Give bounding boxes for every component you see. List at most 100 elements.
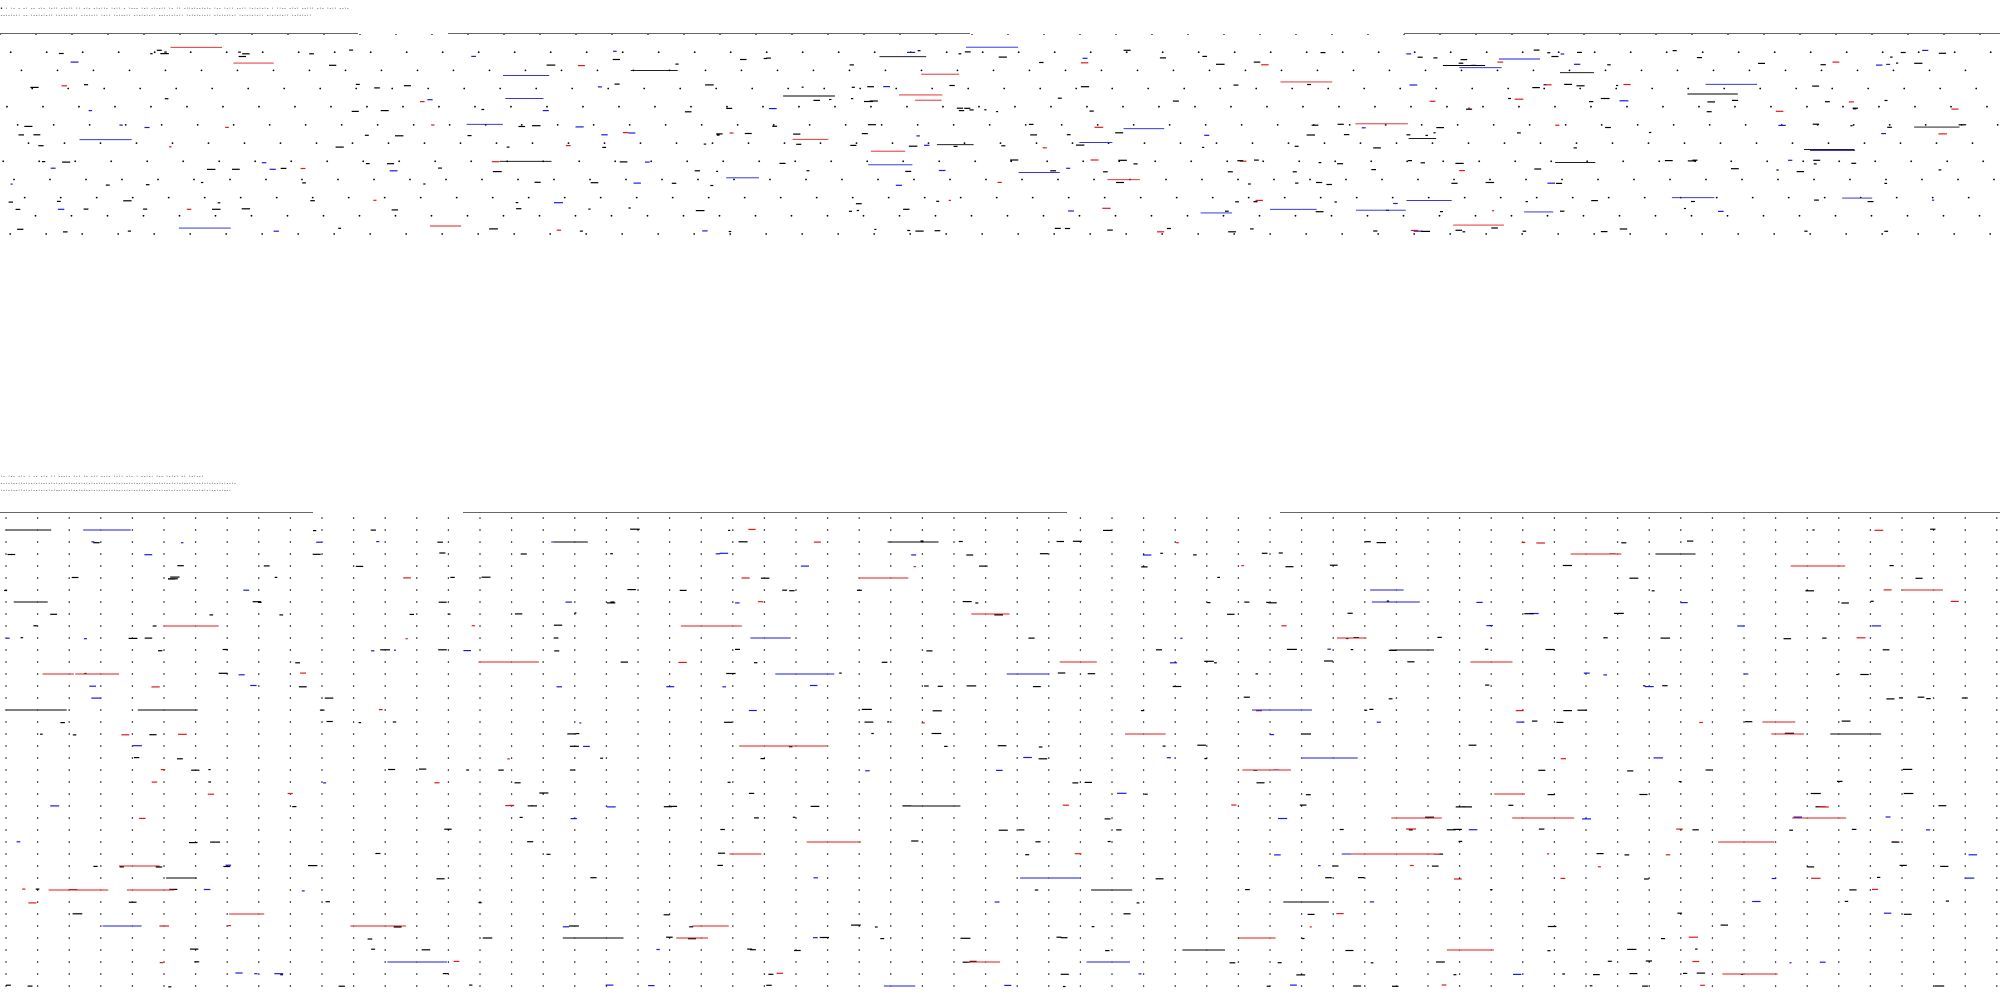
column-dot [510, 733, 513, 735]
staff-dot [1518, 105, 1520, 108]
column-dot [1458, 901, 1461, 903]
column-dot [1048, 721, 1050, 723]
staff-dot [1719, 142, 1722, 144]
column-dot [447, 673, 450, 675]
column-dot [795, 517, 797, 519]
column-dot [1585, 937, 1587, 939]
column-dot [321, 565, 323, 567]
column-dot [1585, 613, 1587, 615]
column-dot [1300, 529, 1303, 531]
column-dot [1395, 949, 1398, 951]
column-dot [1585, 853, 1587, 855]
column-dot [1458, 889, 1461, 891]
staff-dot [380, 69, 383, 72]
column-dot [1869, 673, 1872, 675]
column-dot [542, 817, 544, 819]
column-dot [1048, 757, 1050, 759]
column-dot [1901, 721, 1903, 723]
column-dot [194, 541, 197, 543]
staff-dot [1669, 178, 1671, 181]
column-dot [1869, 937, 1872, 939]
column-dot [1869, 709, 1872, 711]
column-dot [1490, 961, 1492, 963]
column-dot [289, 721, 292, 723]
column-dot [1806, 853, 1808, 855]
column-dot [1901, 769, 1903, 771]
column-dot [1395, 529, 1398, 531]
column-dot [131, 961, 134, 963]
staff-dot [1374, 105, 1376, 108]
column-dot [700, 601, 702, 603]
column-dot [1711, 517, 1714, 519]
column-dot [1395, 961, 1398, 963]
staff-dot [304, 124, 307, 126]
column-dot [289, 589, 292, 591]
column-dot [1680, 673, 1682, 675]
column-dot [763, 781, 766, 783]
column-dot [36, 793, 39, 795]
staff-dot [1024, 124, 1027, 126]
column-dot [1648, 865, 1650, 867]
column-dot [1680, 769, 1682, 771]
column-dot [226, 973, 228, 975]
staff-dot [671, 196, 674, 199]
column-dot [637, 733, 639, 735]
column-dot [1964, 685, 1966, 687]
column-dot [542, 973, 544, 975]
column-dot [858, 937, 860, 939]
column-dot [36, 553, 39, 555]
column-dot [1332, 589, 1334, 591]
column-dot [226, 685, 228, 687]
column-dot [984, 601, 987, 603]
column-dot [1806, 697, 1808, 699]
bottom-rule-3 [1280, 512, 2000, 513]
column-dot [1901, 793, 1903, 795]
column-dot [352, 805, 355, 807]
column-dot [1838, 601, 1840, 603]
column-dot [100, 769, 102, 771]
column-dot [1616, 661, 1619, 663]
column-dot [131, 877, 134, 879]
staff-dot [959, 196, 962, 199]
column-dot [1648, 517, 1650, 519]
staff-dot [1201, 178, 1203, 181]
column-dot [68, 841, 70, 843]
column-dot [194, 817, 197, 819]
column-dot [384, 781, 386, 783]
column-dot [1364, 745, 1366, 747]
column-dot [226, 541, 228, 543]
column-dot [763, 877, 766, 879]
column-dot [1996, 577, 1998, 579]
column-dot [1332, 625, 1334, 627]
staff-dot [1568, 69, 1571, 72]
column-dot [984, 853, 987, 855]
column-dot [1395, 661, 1398, 663]
column-dot [605, 649, 608, 651]
column-dot [447, 745, 450, 747]
staff-dot [1723, 87, 1726, 90]
column-dot [1553, 517, 1556, 519]
column-dot [1774, 925, 1777, 927]
column-dot [826, 757, 829, 759]
column-dot [668, 973, 671, 975]
column-dot [858, 829, 860, 831]
column-dot [1743, 697, 1745, 699]
column-dot [795, 817, 797, 819]
column-dot [890, 817, 892, 819]
column-dot [1648, 709, 1650, 711]
column-dot [732, 841, 734, 843]
column-dot [984, 721, 987, 723]
column-dot [321, 817, 323, 819]
column-dot [194, 721, 197, 723]
column-dot [1743, 793, 1745, 795]
column-dot [289, 805, 292, 807]
column-dot [1553, 697, 1556, 699]
staff-dot [801, 51, 804, 54]
column-dot [1142, 661, 1145, 663]
column-dot [1838, 529, 1840, 531]
column-dot [1016, 577, 1018, 579]
staff-dot [1619, 34, 1621, 35]
staff-dot [1845, 233, 1848, 235]
staff-dot [826, 214, 829, 217]
column-dot [1522, 865, 1524, 867]
